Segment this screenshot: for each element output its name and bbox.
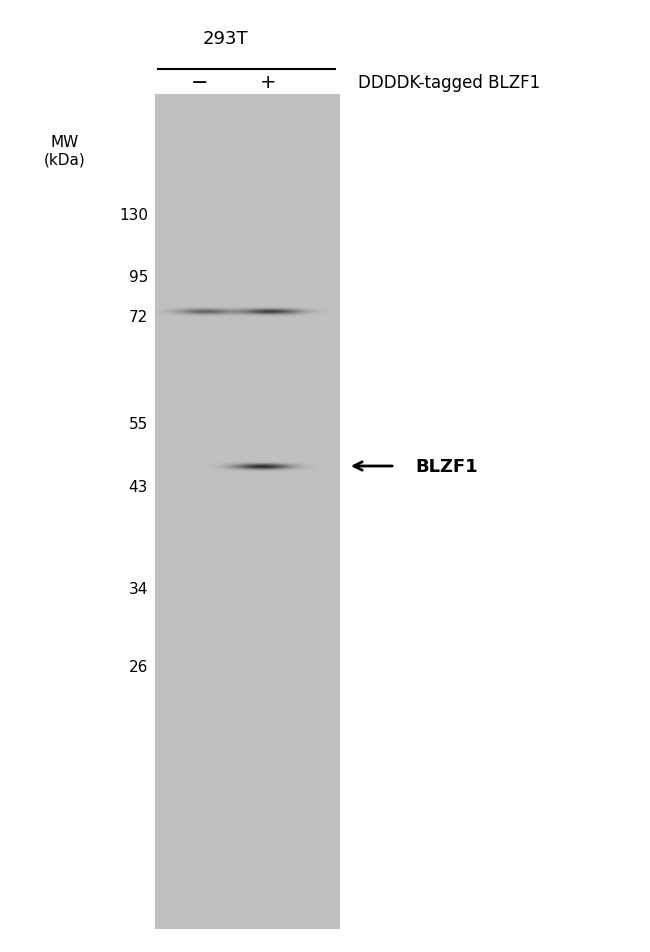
- Text: 34: 34: [129, 582, 148, 597]
- Text: 43: 43: [129, 480, 148, 495]
- Text: BLZF1: BLZF1: [415, 458, 478, 475]
- Text: +: +: [260, 73, 276, 92]
- Text: 95: 95: [129, 270, 148, 286]
- Text: MW
(kDa): MW (kDa): [44, 135, 86, 168]
- Bar: [155, 95, 340, 929]
- Text: 55: 55: [129, 417, 148, 432]
- Text: 72: 72: [129, 310, 148, 326]
- Text: 26: 26: [129, 660, 148, 675]
- Text: DDDDK-tagged BLZF1: DDDDK-tagged BLZF1: [358, 74, 540, 92]
- Text: 130: 130: [119, 208, 148, 222]
- Text: 293T: 293T: [202, 30, 248, 48]
- Text: −: −: [191, 73, 209, 93]
